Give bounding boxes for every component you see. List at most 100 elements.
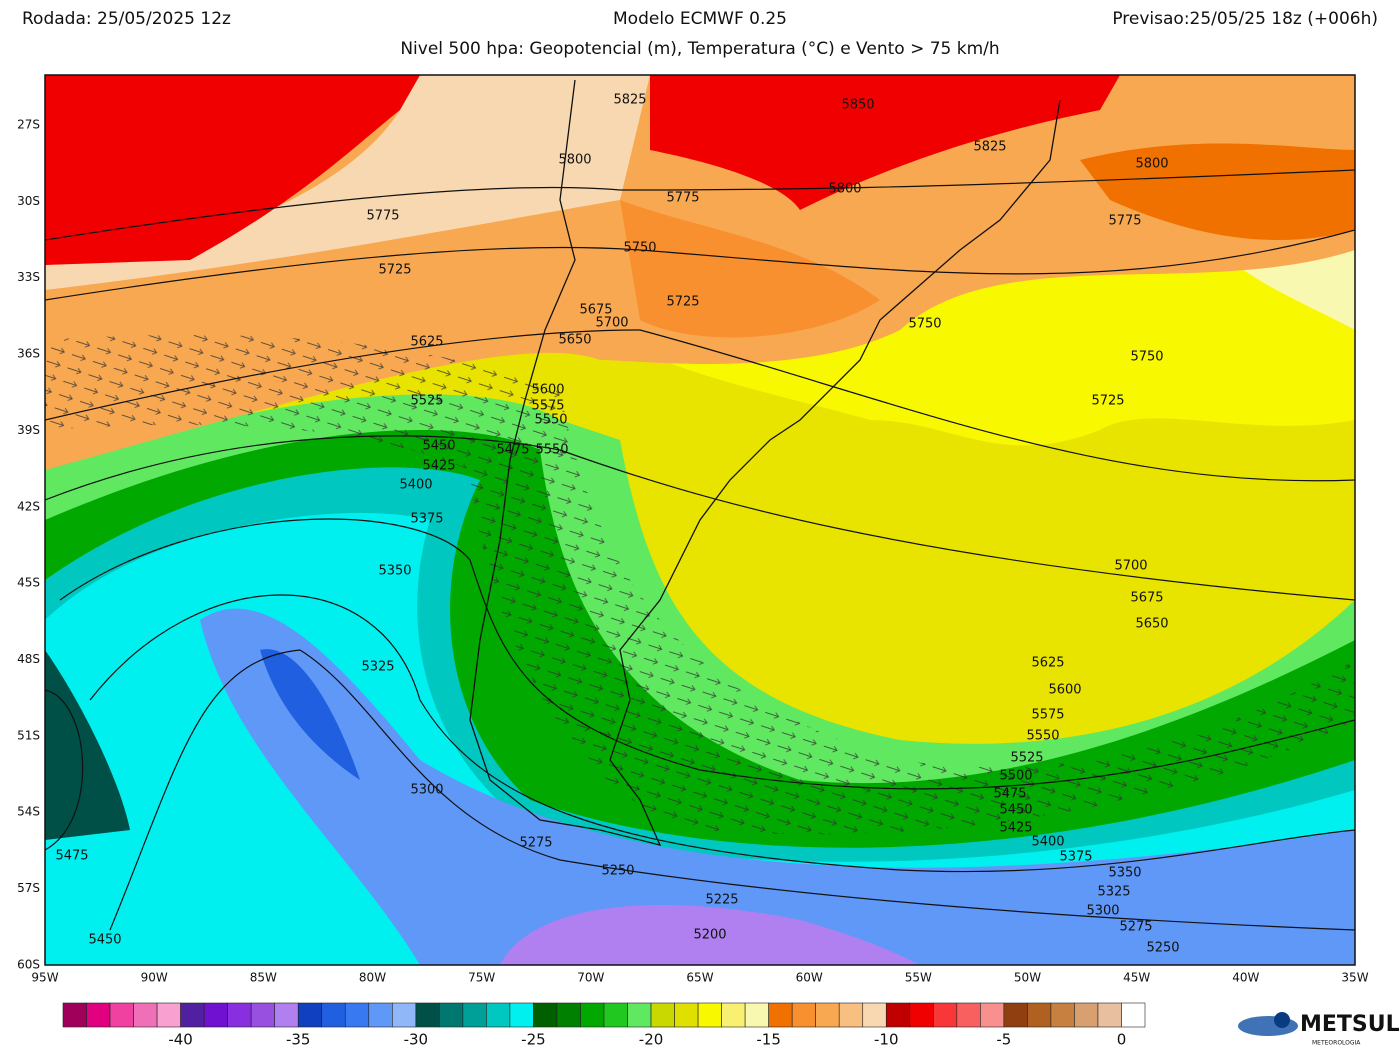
contour-label: 5700 <box>595 316 628 331</box>
contour-label: 5800 <box>828 182 861 197</box>
colorbar-swatch <box>1097 1002 1122 1028</box>
lat-label: 36S <box>17 347 40 361</box>
run-time: Rodada: 25/05/2025 12z <box>22 9 231 29</box>
colorbar-swatch <box>109 1002 134 1028</box>
lat-label: 60S <box>17 957 40 971</box>
contour-label: 5250 <box>1146 941 1179 956</box>
subtitle: Nivel 500 hpa: Geopotencial (m), Tempera… <box>400 39 999 59</box>
contour-label: 5750 <box>623 241 656 256</box>
colorbar-swatch <box>203 1002 228 1028</box>
lat-label: 48S <box>17 652 40 666</box>
contour-label: 5800 <box>1135 157 1168 172</box>
lat-label: 27S <box>17 118 40 132</box>
colorbar-swatch <box>1074 1002 1099 1028</box>
colorbar-swatch <box>721 1002 746 1028</box>
map-frame <box>44 74 1356 966</box>
contour-label: 5775 <box>366 209 399 224</box>
field-red-north <box>650 75 1120 210</box>
contour-label: 5600 <box>531 383 564 398</box>
contour-label: 5825 <box>613 93 646 108</box>
colorbar-swatch <box>650 1002 675 1028</box>
contour-label: 5375 <box>1059 850 1092 865</box>
colorbar-swatch <box>744 1002 769 1028</box>
colorbar-swatch <box>933 1002 958 1028</box>
field-red-west <box>45 75 420 265</box>
colorbar-label: -20 <box>639 1031 664 1049</box>
colorbar-swatch <box>439 1002 464 1028</box>
colorbar-swatch <box>1003 1002 1028 1028</box>
contour-label: 5675 <box>1130 591 1163 606</box>
colorbar-swatch <box>462 1002 487 1028</box>
contour-label: 5425 <box>999 821 1032 836</box>
colorbar-label: -30 <box>404 1031 429 1049</box>
contour-label: 5750 <box>908 317 941 332</box>
lat-label: 42S <box>17 499 40 513</box>
colorbar-swatch <box>486 1002 511 1028</box>
contour-label: 5475 <box>496 443 529 458</box>
map-fields <box>45 75 1355 965</box>
lat-label: 39S <box>17 423 40 437</box>
contour-label: 5450 <box>999 803 1032 818</box>
colorbar-swatch <box>909 1002 934 1028</box>
colorbar-swatch <box>885 1002 911 1028</box>
contour-label: 5775 <box>666 191 699 206</box>
contour-label: 5325 <box>361 660 394 675</box>
contour-label: 5275 <box>519 836 552 851</box>
contour-label: 5325 <box>1097 885 1130 900</box>
contour-label: 5300 <box>410 783 443 798</box>
lat-label: 45S <box>17 576 40 590</box>
field-blue <box>200 608 1355 965</box>
contour-label: 5525 <box>1010 751 1043 766</box>
lon-label: 75W <box>468 971 495 985</box>
contour-label: 5275 <box>1119 920 1152 935</box>
contour-label: 5400 <box>399 478 432 493</box>
contour-label: 5425 <box>422 459 455 474</box>
colorbar-swatch <box>697 1002 722 1028</box>
colorbar-swatch <box>297 1002 323 1028</box>
colorbar-swatch <box>791 1002 816 1028</box>
colorbar-swatch <box>1027 1002 1052 1028</box>
contour-label: 5700 <box>1114 559 1147 574</box>
colorbar-label: -15 <box>756 1031 781 1049</box>
contour-label: 5725 <box>378 263 411 278</box>
lon-label: 55W <box>905 971 932 985</box>
contour-label: 5800 <box>558 153 591 168</box>
lon-label: 90W <box>141 971 168 985</box>
lon-label: 45W <box>1123 971 1150 985</box>
colorbar-swatch <box>627 1002 652 1028</box>
contour-label: 5550 <box>534 413 567 428</box>
colorbar-swatch <box>509 1002 534 1028</box>
contour-label: 5200 <box>693 928 726 943</box>
contour-label: 5650 <box>1135 617 1168 632</box>
contour-label: 5250 <box>601 864 634 879</box>
contour-label: 5575 <box>1031 708 1064 723</box>
contour-label: 5550 <box>535 443 568 458</box>
field-peach <box>45 75 650 290</box>
lat-label: 33S <box>17 270 40 284</box>
colorbar-swatch <box>838 1002 864 1028</box>
colorbar-swatch <box>603 1002 628 1028</box>
colorbar-label: -40 <box>168 1031 193 1049</box>
colorbar-swatch <box>321 1002 346 1028</box>
lon-label: 80W <box>359 971 386 985</box>
colorbar-swatch <box>227 1002 252 1028</box>
contour-label: 5500 <box>999 769 1032 784</box>
colorbar-swatch <box>862 1002 887 1028</box>
logo-tagline: METEOROLOGIA <box>1312 1040 1361 1047</box>
contour-label: 5675 <box>579 303 612 318</box>
contour-label: 5725 <box>666 295 699 310</box>
colorbar-swatch <box>274 1002 299 1028</box>
colorbar-swatch <box>1050 1002 1075 1028</box>
contour-label: 5625 <box>1031 656 1064 671</box>
contour-label: 5850 <box>841 98 874 113</box>
colorbar-swatch <box>956 1002 981 1028</box>
contour-label: 5450 <box>88 933 121 948</box>
contour-label: 5300 <box>1086 904 1119 919</box>
colorbar-swatch <box>674 1002 699 1028</box>
coastline <box>469 79 1061 846</box>
colorbar-swatch <box>580 1002 605 1028</box>
colorbar-swatch <box>86 1002 111 1028</box>
colorbar-swatch <box>392 1002 417 1028</box>
